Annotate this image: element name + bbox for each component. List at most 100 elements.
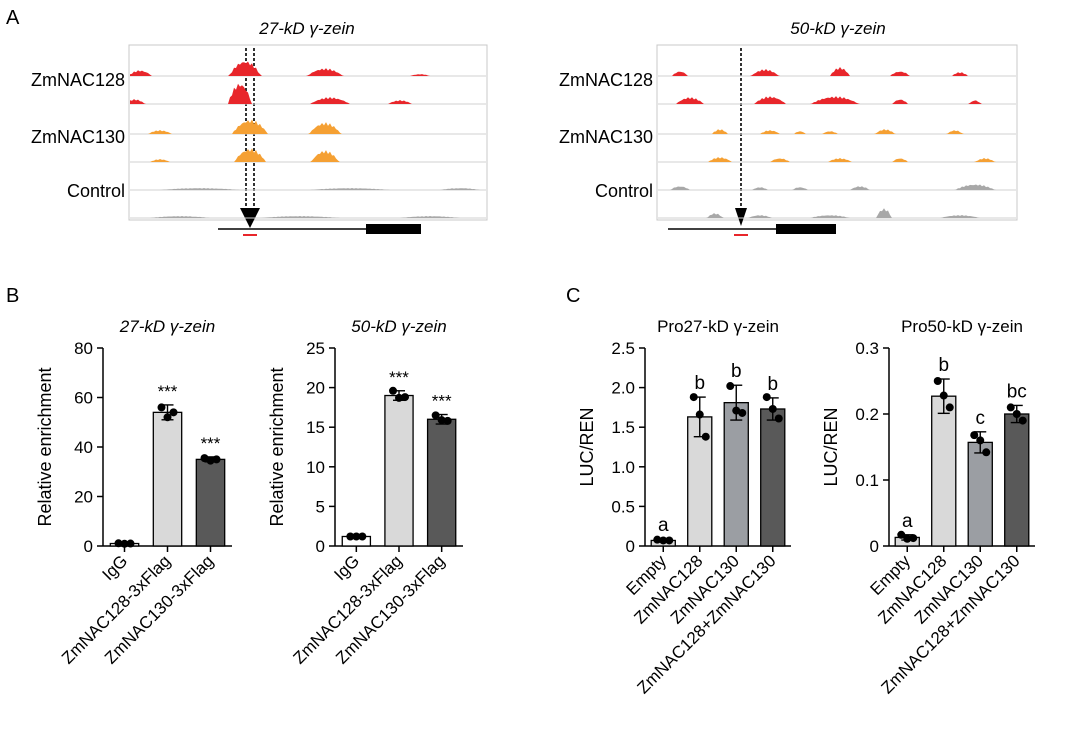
chart-title: Pro50-kD γ-zein: [901, 317, 1023, 336]
data-point: [982, 448, 991, 457]
x-tick-label: IgG: [330, 551, 363, 584]
track-signal: [658, 67, 1016, 76]
chart-title: Pro27-kD γ-zein: [657, 317, 779, 336]
binding-site-arrow-icon: [735, 208, 747, 226]
data-point: [897, 530, 906, 539]
significance-label: bc: [1007, 381, 1027, 402]
data-point: [126, 539, 135, 548]
y-tick-label: 5: [316, 497, 325, 516]
y-tick-label: 20: [74, 488, 93, 507]
bar: [1004, 413, 1030, 547]
y-tick-label: 0.1: [855, 471, 879, 490]
data-point: [976, 436, 985, 445]
data-point: [212, 455, 221, 464]
data-point: [762, 393, 771, 402]
track-signal: [658, 157, 1016, 162]
data-point: [909, 534, 918, 543]
x-tick-label: IgG: [99, 551, 132, 584]
y-axis-label: Relative enrichment: [35, 367, 55, 526]
data-point: [163, 413, 172, 422]
track-signal: [658, 129, 1016, 134]
data-point: [346, 532, 355, 541]
gene-exon: [366, 224, 421, 234]
bar-chart-chip-50kd: 50-kD γ-zein 0 5 10 15 20 25 Relative enrichmen…: [267, 317, 463, 668]
data-point: [732, 406, 741, 415]
y-tick-label: 0: [84, 537, 93, 556]
y-axis-label: LUC/REN: [577, 407, 597, 486]
track-signal: [130, 119, 486, 134]
data-point: [659, 536, 668, 545]
data-point: [389, 386, 397, 395]
y-tick-label: 0.5: [611, 497, 635, 516]
significance-label: b: [694, 373, 705, 394]
data-point: [206, 456, 215, 465]
bar-chart-luc-pro50: Pro50-kD γ-zein00.10.20.3LUC/RENaEmptybZ…: [821, 317, 1035, 697]
y-tick-label: 0: [870, 537, 879, 556]
bar: [195, 458, 226, 547]
y-tick-label: 2.5: [611, 339, 635, 358]
track-label: ZmNAC130: [31, 127, 125, 147]
y-tick-label: 0: [316, 537, 325, 556]
y-tick-label: 0: [626, 537, 635, 556]
data-point: [200, 454, 209, 463]
bar: [426, 418, 457, 547]
data-point: [774, 414, 783, 423]
data-point: [395, 393, 403, 402]
track-signal: [130, 148, 486, 162]
data-point: [933, 377, 942, 385]
y-tick-label: 2.0: [611, 379, 635, 398]
data-point: [114, 539, 123, 548]
y-tick-label: 60: [74, 389, 93, 408]
bar: [723, 401, 749, 547]
track-panel-50kd: 50-kD γ-zein ZmNAC128 ZmNAC130 Control: [559, 19, 1018, 236]
y-tick-label: 0.2: [855, 405, 879, 424]
significance-label: ***: [432, 392, 452, 411]
panel-label-a: A: [6, 7, 20, 29]
y-axis-label: Relative enrichment: [267, 367, 287, 526]
data-point: [169, 408, 178, 417]
track-label: ZmNAC128: [31, 70, 125, 90]
track-title: 27-kD γ-zein: [258, 19, 354, 38]
significance-label: b: [731, 361, 742, 382]
significance-label: b: [938, 355, 949, 376]
significance-label: ***: [158, 382, 178, 401]
bar: [931, 395, 957, 547]
data-point: [401, 393, 409, 402]
data-point: [970, 431, 979, 440]
data-point: [701, 432, 710, 441]
data-point: [431, 411, 440, 420]
data-point: [945, 403, 954, 412]
y-tick-label: 15: [306, 418, 325, 437]
data-point: [695, 410, 704, 419]
data-point: [437, 416, 446, 425]
track-signal: [130, 188, 486, 190]
data-point: [665, 536, 674, 545]
data-point: [738, 408, 747, 417]
track-panel-27kd: 27-kD γ-zein ZmNAC128 ZmNAC130 Control: [31, 19, 488, 236]
data-point: [443, 416, 452, 425]
chart-title: 27-kD γ-zein: [119, 317, 215, 336]
gene-exon: [776, 224, 836, 234]
panel-label-c: C: [566, 285, 580, 307]
significance-label: b: [767, 374, 778, 395]
significance-label: ***: [201, 434, 221, 453]
y-tick-label: 0.3: [855, 339, 879, 358]
data-point: [120, 539, 129, 548]
track-label: Control: [595, 181, 653, 201]
data-point: [1012, 410, 1021, 418]
data-point: [903, 534, 912, 543]
y-tick-label: 80: [74, 339, 93, 358]
y-tick-label: 10: [306, 458, 325, 477]
y-tick-label: 20: [306, 379, 325, 398]
track-frame: [656, 44, 1018, 221]
significance-label: c: [976, 408, 986, 429]
y-axis-label: LUC/REN: [821, 407, 841, 486]
data-point: [1018, 416, 1027, 425]
data-point: [157, 403, 166, 412]
track-signal: [658, 184, 1016, 190]
track-title: 50-kD γ-zein: [790, 19, 885, 38]
significance-label: a: [902, 511, 913, 532]
data-point: [726, 382, 735, 391]
significance-label: a: [658, 515, 669, 536]
